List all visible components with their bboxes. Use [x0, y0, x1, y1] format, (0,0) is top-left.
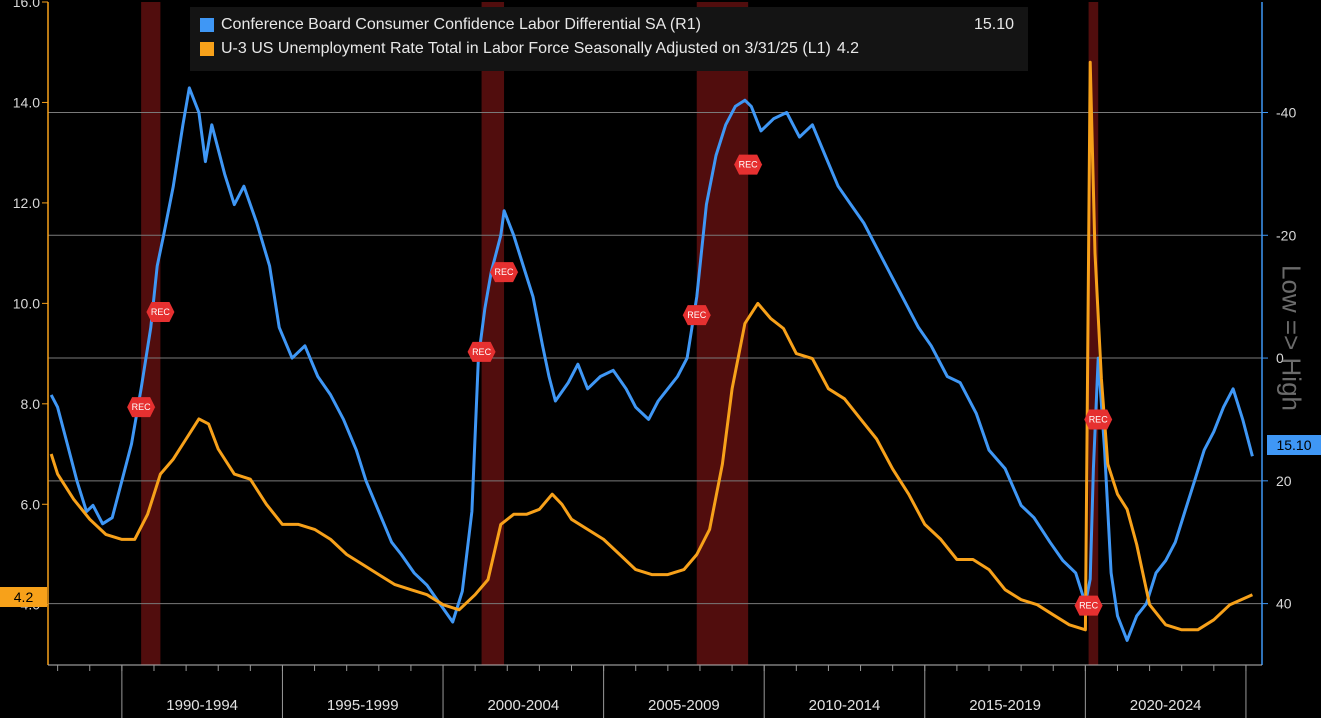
- rec-marker-label: REC: [472, 347, 492, 357]
- rec-marker-label: REC: [739, 160, 759, 170]
- left-tick-label: 12.0: [13, 195, 40, 211]
- right-tick-label: -20: [1276, 227, 1296, 243]
- recession-markers: REC REC REC REC REC REC REC REC: [127, 154, 1113, 616]
- right-tick-label: -40: [1276, 105, 1296, 121]
- x-tick-label: 1990-1994: [166, 697, 238, 714]
- left-tick-label: 6.0: [21, 496, 41, 512]
- rec-marker-label: REC: [1089, 414, 1109, 424]
- x-tick-label: 2015-2019: [969, 697, 1041, 714]
- right-tick-label: 0: [1276, 350, 1284, 366]
- legend-label-labor-differential: Conference Board Consumer Confidence Lab…: [221, 16, 701, 33]
- series-line-unemployment: [49, 60, 1254, 632]
- legend-value-labor-differential: 15.10: [974, 16, 1015, 33]
- left-tick-label: 16.0: [13, 0, 40, 10]
- right-tick-label: 40: [1276, 596, 1292, 612]
- x-tick-label: 2020-2024: [1130, 697, 1202, 714]
- legend-swatch-orange: [200, 42, 214, 56]
- rec-marker-label: REC: [1079, 601, 1099, 611]
- series-line-labor-differential: [49, 86, 1254, 642]
- left-tick-label: 14.0: [13, 94, 40, 110]
- rec-marker: [1084, 409, 1113, 430]
- legend: Conference Board Consumer Confidence Lab…: [190, 7, 1028, 71]
- legend-item-labor-differential: Conference Board Consumer Confidence Lab…: [200, 13, 701, 37]
- axis-direction-label: Low => High: [1266, 238, 1316, 438]
- last-value-badge-labor-differential: 15.10: [1267, 435, 1321, 455]
- rec-marker: [490, 262, 519, 283]
- legend-swatch-blue: [200, 18, 214, 32]
- rec-marker-label: REC: [132, 402, 152, 412]
- last-value-badge-unemployment: 4.2: [0, 587, 47, 607]
- axes: 16.014.012.010.08.06.04.0-40-20020401990…: [13, 0, 1296, 718]
- recession-band: [1088, 2, 1099, 665]
- rec-marker: [1074, 595, 1103, 616]
- x-tick-label: 2010-2014: [809, 697, 881, 714]
- right-tick-label: 20: [1276, 473, 1292, 489]
- recession-band: [481, 2, 505, 665]
- legend-item-unemployment: U-3 US Unemployment Rate Total in Labor …: [200, 37, 859, 61]
- left-tick-label: 8.0: [21, 396, 41, 412]
- rec-marker-label: REC: [495, 267, 515, 277]
- x-tick-label: 1995-1999: [327, 697, 399, 714]
- legend-value-unemployment: 4.2: [836, 40, 860, 57]
- rec-marker: [734, 154, 763, 175]
- rec-marker: [467, 341, 496, 362]
- rec-marker-label: REC: [151, 307, 171, 317]
- x-tick-label: 2000-2004: [487, 697, 559, 714]
- series-layer: [49, 60, 1254, 642]
- x-tick-label: 2005-2009: [648, 697, 720, 714]
- rec-marker: [127, 397, 156, 418]
- rec-marker: [682, 305, 711, 326]
- legend-label-unemployment: U-3 US Unemployment Rate Total in Labor …: [221, 40, 831, 57]
- left-tick-label: 10.0: [13, 295, 40, 311]
- rec-marker: [146, 302, 175, 323]
- rec-marker-label: REC: [687, 310, 707, 320]
- axis-direction-text: Low => High: [1276, 265, 1307, 411]
